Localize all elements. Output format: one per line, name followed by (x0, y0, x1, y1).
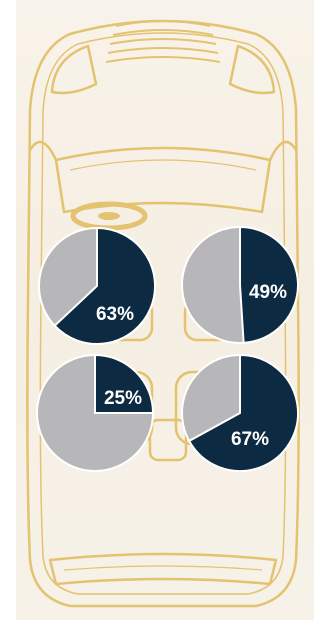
pie-front-right-value-slice (239, 225, 299, 344)
pie-front-right-label: 49% (249, 282, 287, 303)
pie-rear-right-label: 67% (231, 429, 269, 450)
car-outline (26, 19, 300, 608)
pie-group: 63% 49% 25% 67% (36, 225, 299, 472)
pie-rear-left-label: 25% (104, 388, 142, 409)
pie-front-left-label: 63% (96, 304, 134, 325)
pie-front-left-value-slice (53, 226, 156, 345)
pie-rear-left-value-slice (94, 353, 155, 414)
pie-rear-right-value-slice (187, 353, 299, 472)
